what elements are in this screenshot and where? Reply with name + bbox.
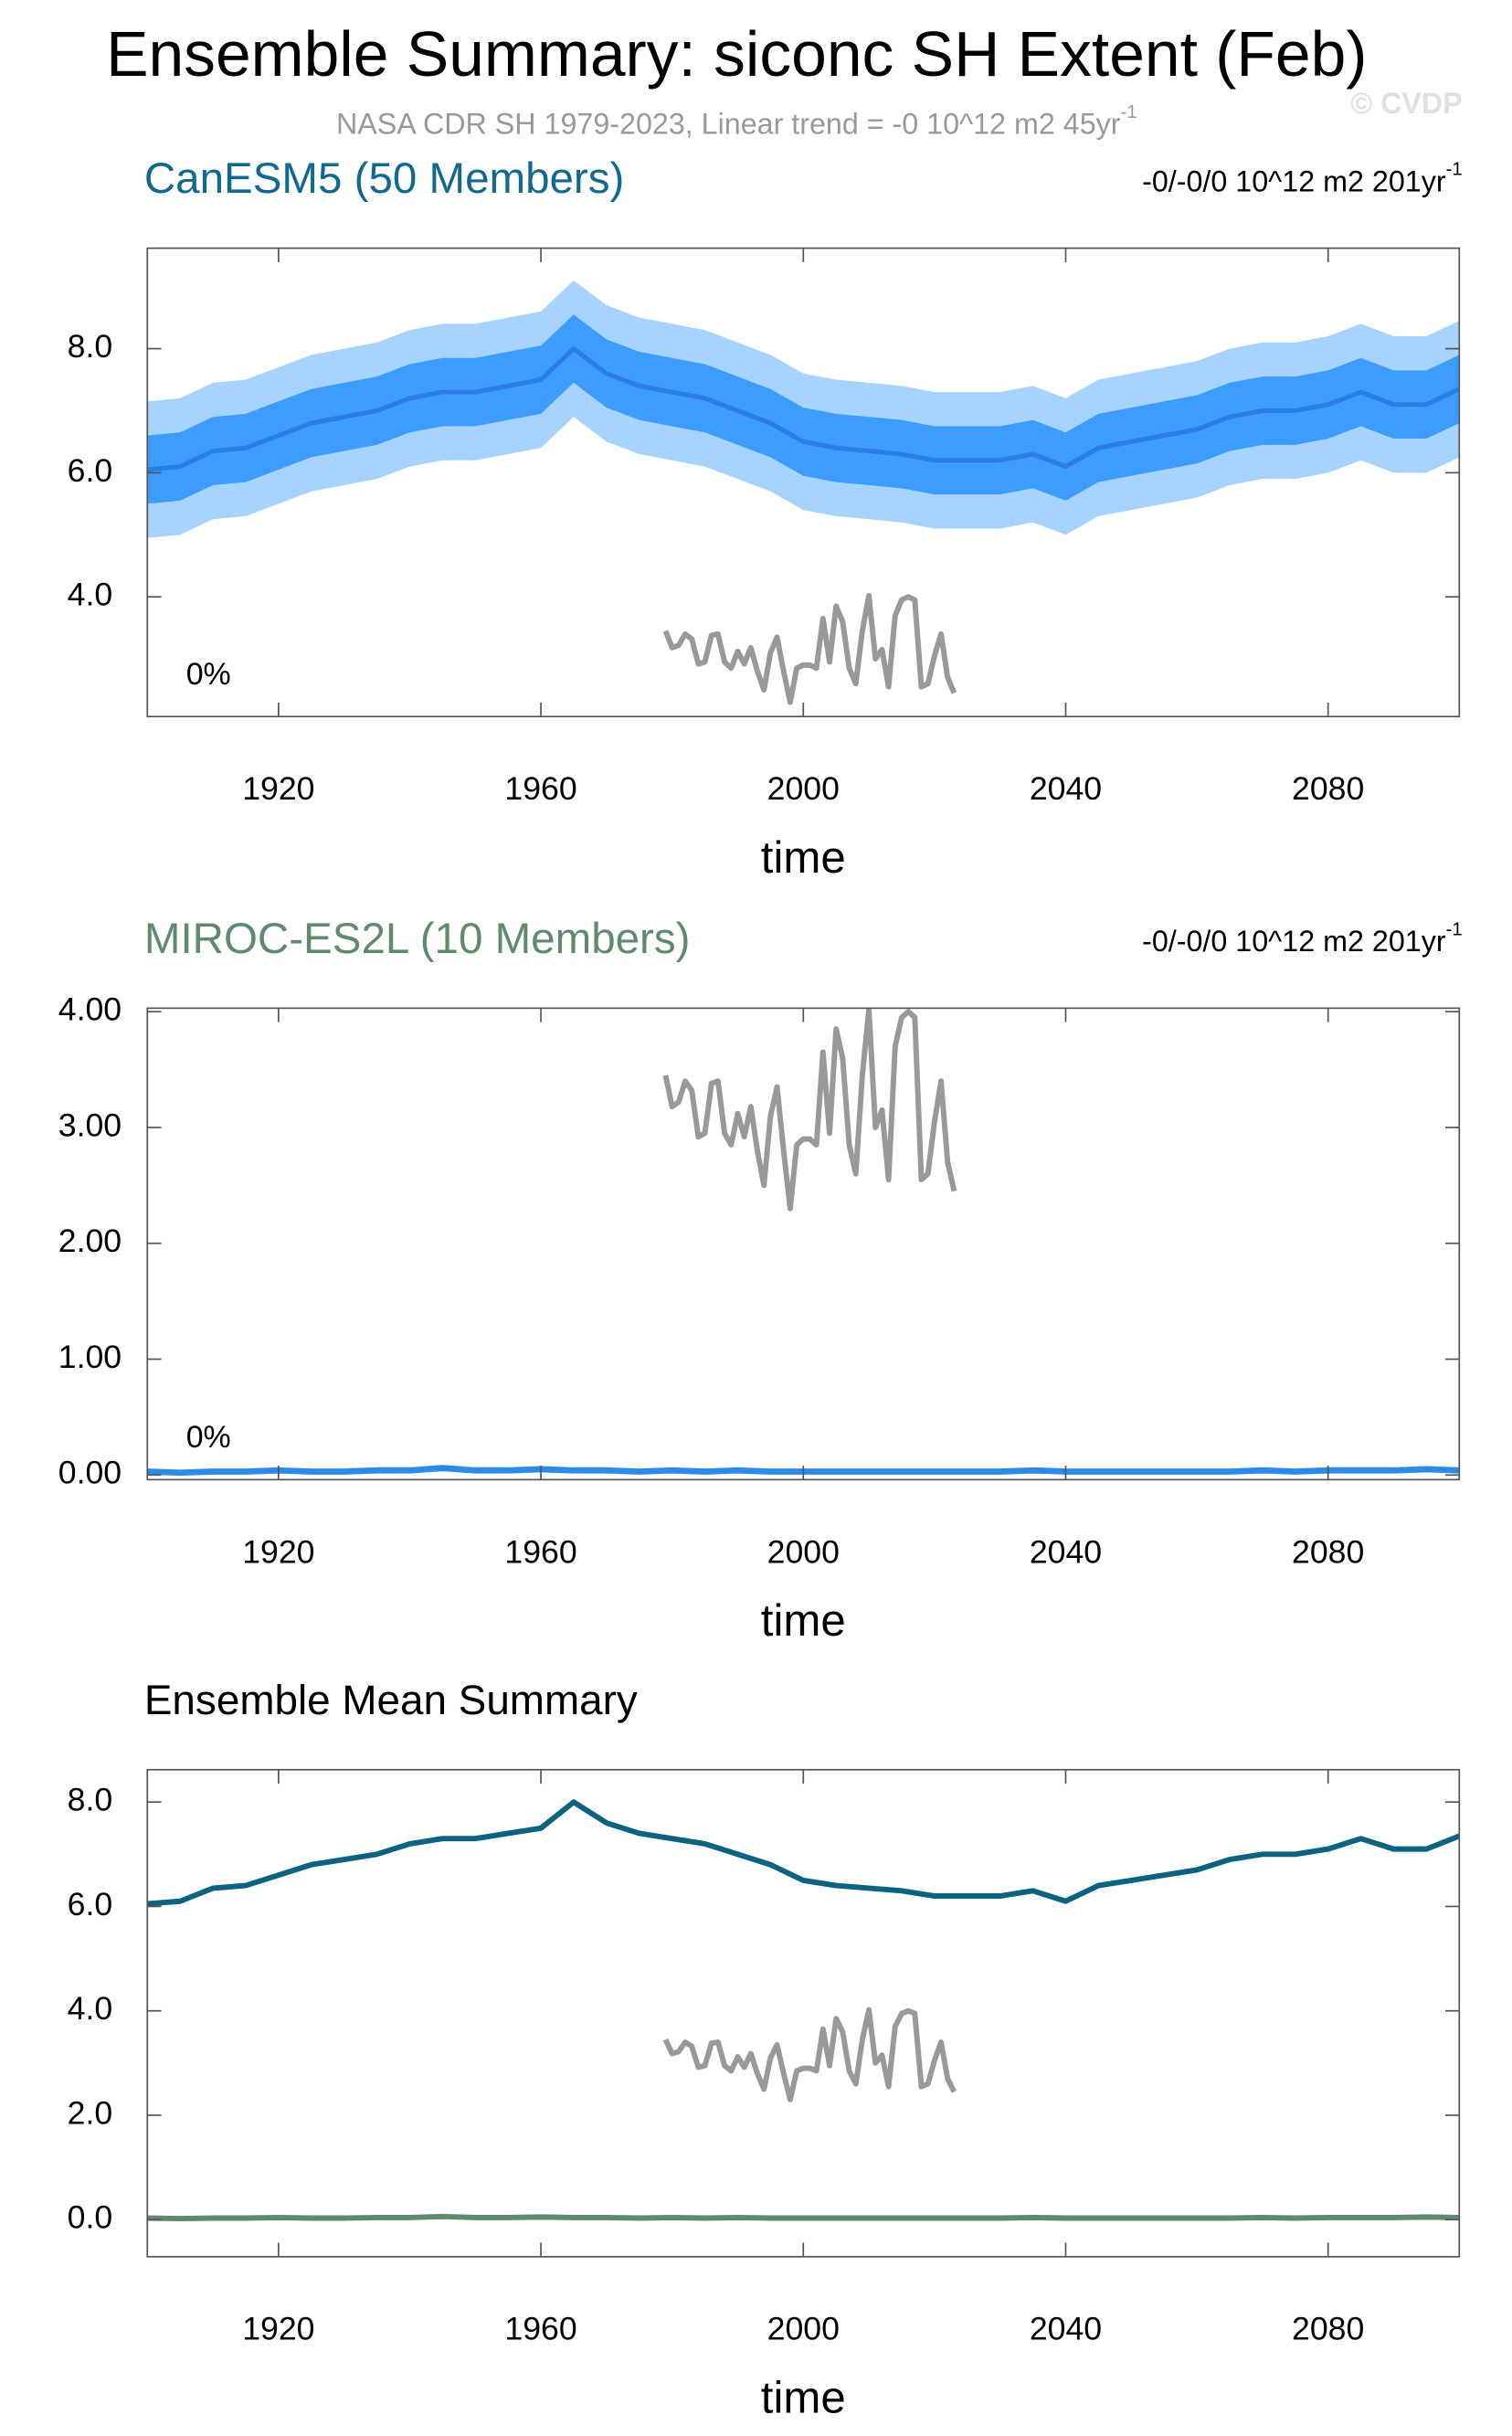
figure-title: Ensemble Summary: siconc SH Extent (Feb) <box>106 18 1367 90</box>
subtitle-text: NASA CDR SH 1979-2023, Linear trend = -0… <box>336 107 1121 140</box>
y-tick-label: 4.0 <box>68 577 113 613</box>
x-tick-label: 2000 <box>767 1533 840 1570</box>
y-tick-label: 2.0 <box>68 2094 113 2131</box>
x-tick-label: 2000 <box>767 770 840 807</box>
percent-label: 0% <box>186 1420 231 1455</box>
y-tick-label: 8.0 <box>68 1782 113 1818</box>
y-tick-label: 8.0 <box>68 328 113 365</box>
y-tick-label: 2.00 <box>58 1223 122 1259</box>
series-line <box>662 592 957 705</box>
y-tick-label: 3.00 <box>58 1107 122 1143</box>
y-tick-label: 4.0 <box>68 1990 113 2027</box>
x-tick-label: 2000 <box>767 2311 840 2347</box>
plot-area <box>147 1799 1460 2222</box>
y-tick-label: 6.0 <box>68 452 113 489</box>
percent-label: 0% <box>186 657 231 692</box>
x-tick-label: 2040 <box>1030 1533 1102 1570</box>
x-axis-label: time <box>761 2373 846 2423</box>
series-line <box>147 346 1460 472</box>
plot-area <box>147 280 1460 705</box>
subtitle-sup: -1 <box>1121 102 1137 122</box>
x-tick-label: 1960 <box>504 770 576 807</box>
trend-text: -0/-0/0 10^12 m2 201yr <box>1142 164 1446 197</box>
x-tick-label: 2080 <box>1292 770 1364 807</box>
spread-band <box>147 314 1460 504</box>
panel: 0.0 2.0 4.0 6.0 8.0 1920 1960 2000 2040 2080 time E… <box>68 1677 1461 2423</box>
watermark: © CVDP <box>1350 87 1462 120</box>
panel-title: MIROC-ES2L (10 Members) <box>144 915 691 963</box>
figure-subtitle: NASA CDR SH 1979-2023, Linear trend = -0… <box>336 102 1137 140</box>
trend-text: -0/-0/0 10^12 m2 201yr <box>1142 925 1446 958</box>
trend-annotation: -0/-0/0 10^12 m2 201yr-1 <box>1142 160 1463 197</box>
trend-annotation: -0/-0/0 10^12 m2 201yr-1 <box>1142 920 1463 958</box>
y-tick-label: 1.00 <box>58 1339 122 1375</box>
panel-title: Ensemble Mean Summary <box>144 1677 638 1723</box>
series-line <box>147 1799 1460 1907</box>
panel: 4.0 6.0 8.0 1920 1960 2000 2040 2080 time CanESM5… <box>68 154 1463 883</box>
x-tick-label: 1920 <box>242 770 314 807</box>
plot-area <box>147 1008 1460 1477</box>
trend-sup: -1 <box>1446 920 1463 940</box>
y-tick-label: 0.00 <box>58 1455 122 1491</box>
x-tick-label: 2080 <box>1292 2311 1364 2347</box>
x-tick-label: 2040 <box>1030 770 1102 807</box>
x-tick-label: 1920 <box>242 2311 314 2347</box>
panel-title: CanESM5 (50 Members) <box>144 154 624 203</box>
y-tick-label: 6.0 <box>68 1886 113 1922</box>
x-tick-label: 1960 <box>504 2311 576 2347</box>
panel: 0.00 1.00 2.00 3.00 4.00 1920 1960 2000 2040 2080… <box>58 915 1463 1646</box>
plot-frame <box>146 1007 1461 1481</box>
x-tick-label: 2080 <box>1292 1533 1364 1570</box>
y-tick-label: 4.00 <box>58 991 122 1028</box>
trend-sup: -1 <box>1446 160 1463 180</box>
series-line <box>662 1008 957 1212</box>
series-line <box>147 2213 1460 2222</box>
x-axis-label: time <box>761 1595 846 1646</box>
y-tick-label: 0.0 <box>68 2199 113 2236</box>
plot-frame <box>146 1768 1461 2258</box>
x-axis-label: time <box>761 832 846 883</box>
series-line <box>662 2007 957 2102</box>
x-tick-label: 1960 <box>504 1533 576 1570</box>
x-tick-label: 1920 <box>242 1533 314 1570</box>
x-tick-label: 2040 <box>1030 2311 1102 2347</box>
